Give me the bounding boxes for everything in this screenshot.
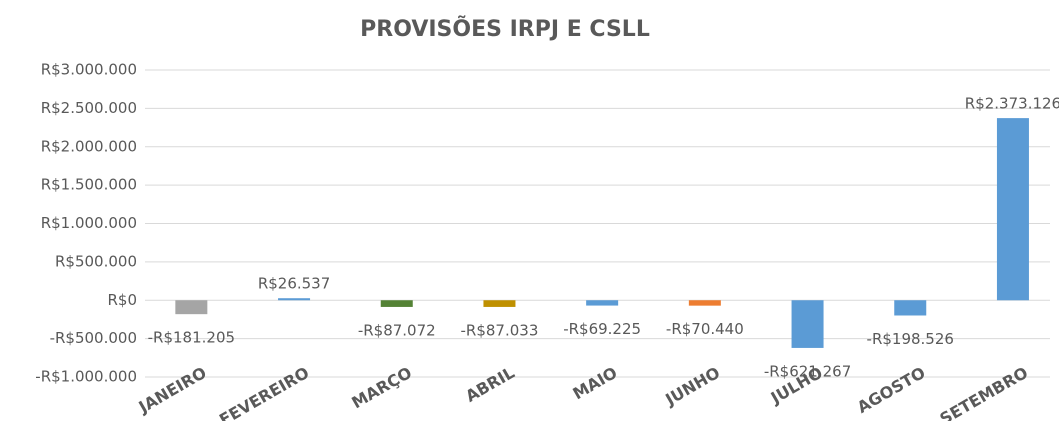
value-label: -R$87.072 [358,321,436,339]
bar [894,300,927,316]
y-tick-label: R$3.000.000 [41,61,137,79]
x-tick-label: MARÇO [348,363,415,412]
x-tick-label: SETEMBRO [937,363,1032,421]
bar [175,300,208,315]
bar [688,300,721,306]
x-tick-label: MAIO [569,363,620,403]
value-label: R$26.537 [258,275,330,293]
bar [380,300,413,307]
y-tick-label: -R$500.000 [50,329,137,347]
x-tick-label: JANEIRO [135,363,210,417]
y-tick-label: R$1.500.000 [41,176,137,194]
chart-title: PROVISÕES IRPJ E CSLL [360,16,650,42]
bar [791,300,824,348]
y-tick-label: R$2.000.000 [41,137,137,155]
value-label: -R$87.033 [461,321,539,339]
x-tick-label: FEVEREIRO [216,363,312,421]
y-tick-label: R$500.000 [55,252,137,270]
bar [996,118,1029,301]
bar [586,300,619,306]
y-tick-label: R$1.000.000 [41,214,137,232]
value-label: -R$181.205 [148,329,235,347]
x-tick-label: AGOSTO [854,363,929,417]
y-tick-label: R$0 [107,291,137,309]
x-tick-label: ABRIL [462,363,517,406]
bar [483,300,516,307]
value-label: R$2.373.126 [965,95,1059,113]
value-label: -R$70.440 [666,320,744,338]
value-label: -R$69.225 [563,320,641,338]
value-label: -R$198.526 [867,330,954,348]
value-label: -R$621.267 [764,362,851,380]
y-tick-label: -R$1.000.000 [35,368,137,386]
x-tick-label: JUNHO [661,363,723,410]
y-tick-label: R$2.500.000 [41,99,137,117]
bar [278,298,311,301]
